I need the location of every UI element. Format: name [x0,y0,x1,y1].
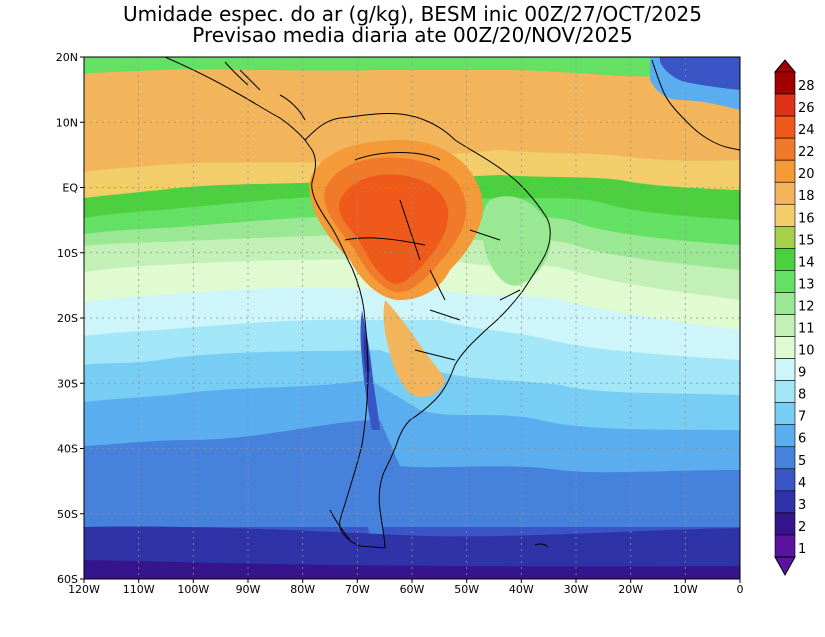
tick-label-lon: 10W [673,583,698,596]
colorbar-swatch [774,490,796,514]
tick-label-lat: EQ [62,182,78,195]
tick-label-lon: 0 [737,583,744,596]
title-line-1: Umidade espec. do ar (g/kg), BESM inic 0… [122,2,703,26]
colorbar-swatch [774,424,796,448]
colorbar-arrow-bottom [774,556,796,577]
longitude-axis: 120W 110W 100W 90W 80W 70W 60W 50W 40W 30W 20W 10W 0 [68,579,744,596]
tick-label-lon: 80W [290,583,315,596]
colorbar-label: 7 [798,410,806,425]
colorbar-swatch [774,248,796,271]
colorbar-swatch [774,115,796,139]
tick-label-lat: 10N [56,116,78,129]
tick-label-lat: 20S [57,312,78,325]
colorbar-swatch [774,93,796,117]
colorbar-swatch [774,314,796,337]
colorbar-arrow-top [773,59,797,73]
colorbar-label: 12 [798,299,815,314]
colorbar-label: 5 [798,454,806,469]
colorbar-label: 4 [798,476,806,491]
colorbar-label: 14 [798,255,815,270]
coastlines [164,57,740,549]
colorbar-label: 9 [798,366,806,381]
colorbar-label: 16 [798,211,815,226]
colorbar-swatch [774,71,796,95]
colorbar-swatch [774,468,796,492]
colorbar-label: 8 [798,388,806,403]
colorbar-swatch [774,181,796,205]
tick-label-lon: 50W [454,583,479,596]
colorbar-label: 3 [798,498,806,513]
colorbar-label: 2 [798,520,806,535]
colorbar-label: 13 [798,277,815,292]
colorbar-label: 26 [798,101,815,116]
colorbar-label: 10 [798,344,815,359]
colorbar-label: 22 [798,145,815,160]
map-title: Umidade espec. do ar (g/kg), BESM inic 0… [0,4,825,46]
colorbar-label: 11 [798,322,815,337]
tick-label-lon: 20W [618,583,643,596]
colorbar-swatch [774,446,796,470]
tick-label-lon: 60W [400,583,425,596]
tick-label-lon: 40W [509,583,534,596]
colorbar-swatch [774,380,796,403]
colorbar-swatch [774,159,796,183]
colorbar-swatch [774,292,796,315]
colorbar-swatch [774,270,796,293]
colorbar-label: 28 [798,79,815,94]
tick-label-lon: 100W [177,583,209,596]
tick-label-lon: 90W [236,583,261,596]
tick-label-lat: 50S [57,508,78,521]
colorbar-swatch [774,226,796,249]
latitude-axis: 20N 10N EQ 10S 20S 30S 40S 50S 60S [56,51,84,586]
gridlines [84,57,740,579]
tick-label-lon: 110W [123,583,155,596]
colorbar-swatch [774,512,796,536]
tick-label-lat: 10S [57,247,78,260]
tick-label-lat: 20N [56,51,78,64]
colorbar-label: 18 [798,189,815,204]
colorbar-swatch [774,534,796,558]
colorbar-label: 6 [798,432,806,447]
tick-label-lon: 120W [68,583,100,596]
colorbar-label: 24 [798,123,815,138]
tick-label-lon: 30W [564,583,589,596]
colorbar-label: 1 [798,542,806,557]
colorbar-label: 15 [798,233,815,248]
title-line-2: Previsao media diaria ate 00Z/20/NOV/202… [192,23,633,47]
tick-label-lat: 40S [57,443,78,456]
tick-label-lon: 70W [345,583,370,596]
tick-label-lat: 30S [57,377,78,390]
colorbar-swatch [774,336,796,359]
colorbar-label: 20 [798,167,815,182]
tick-label-lat: 60S [57,573,78,586]
colorbar-swatch [774,358,796,381]
colorbar-swatch [774,137,796,161]
colorbar-swatch [774,402,796,426]
colorbar-swatch [774,203,796,227]
colorbar: 28 26 24 22 20 18 16 15 14 13 12 11 10 9 8 7 6 5 4 3 2 1 [773,59,815,577]
